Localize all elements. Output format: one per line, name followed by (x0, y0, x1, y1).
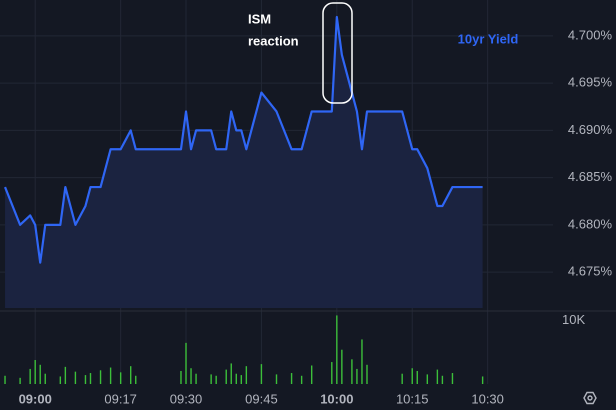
volume-bar (341, 349, 343, 384)
x-tick-label: 10:15 (396, 391, 429, 406)
volume-bar (441, 375, 444, 384)
volume-bar (401, 373, 403, 384)
volume-bar (195, 373, 197, 384)
volume-bar (4, 375, 6, 384)
y-tick-label: 4.700% (568, 27, 613, 42)
volume-bar (74, 371, 77, 384)
volume-bar (240, 375, 243, 384)
volume-bar (190, 368, 192, 384)
volume-bar (275, 374, 278, 384)
x-tick-label: 10:30 (471, 391, 504, 406)
volume-bar (356, 368, 358, 384)
volume-tick-label: 10K (562, 312, 585, 327)
volume-bar (351, 359, 353, 384)
line (4, 15, 483, 264)
annotation: reaction (248, 33, 299, 48)
volume-bar (300, 375, 303, 384)
volume-bar (225, 369, 227, 384)
y-tick-label: 4.685% (568, 169, 613, 184)
x-tick-label: 10:00 (320, 391, 353, 406)
volume-bar (310, 365, 313, 384)
volume-bar (34, 360, 36, 384)
legend-entry: 10yr Yield (458, 31, 519, 46)
volume-bar (180, 370, 182, 384)
volume-bar (215, 375, 217, 384)
volume-bar (84, 375, 87, 384)
x-tick-label: 09:00 (19, 391, 52, 406)
volume-bar (19, 377, 21, 384)
volume-bar (89, 373, 92, 384)
volume-bar (39, 364, 41, 384)
volume-bar (109, 367, 112, 384)
volume-bar (245, 366, 248, 384)
volume-bar (99, 370, 102, 384)
volume-bar (416, 370, 418, 384)
area (5, 17, 483, 308)
volume-bar (135, 375, 137, 384)
y-tick-label: 4.680% (568, 216, 613, 231)
y-tick-label: 4.675% (568, 264, 613, 279)
annotation-box (322, 2, 353, 104)
x-tick-label: 09:45 (245, 391, 278, 406)
volume-bar (366, 364, 368, 384)
volume-bar (426, 374, 429, 384)
x-tick-label: 09:30 (170, 391, 203, 406)
volume-bar (451, 373, 454, 384)
volume-bar (119, 372, 122, 384)
y-tick-label: 4.695% (568, 75, 613, 90)
y-tick-label: 4.690% (568, 122, 613, 137)
volume-bar (260, 364, 263, 384)
volume-bar (230, 363, 232, 384)
volume-bar (411, 368, 413, 384)
volume-bar (29, 368, 31, 384)
volume-bar (481, 376, 484, 384)
volume-bar (290, 373, 293, 384)
settings-icon[interactable] (583, 391, 597, 405)
volume-bar (361, 339, 363, 384)
volume-bar (185, 342, 187, 384)
volume-bar (210, 374, 212, 384)
annotation: ISM (248, 11, 271, 26)
volume-bar (336, 315, 338, 384)
volume-bar (331, 362, 333, 384)
volume-bar (235, 373, 237, 384)
volume-bar (436, 369, 439, 384)
volume-bar (44, 373, 46, 384)
volume-bar (59, 376, 62, 384)
volume-bar (130, 366, 132, 384)
volume-bar (64, 366, 67, 384)
x-tick-label: 09:17 (104, 391, 137, 406)
